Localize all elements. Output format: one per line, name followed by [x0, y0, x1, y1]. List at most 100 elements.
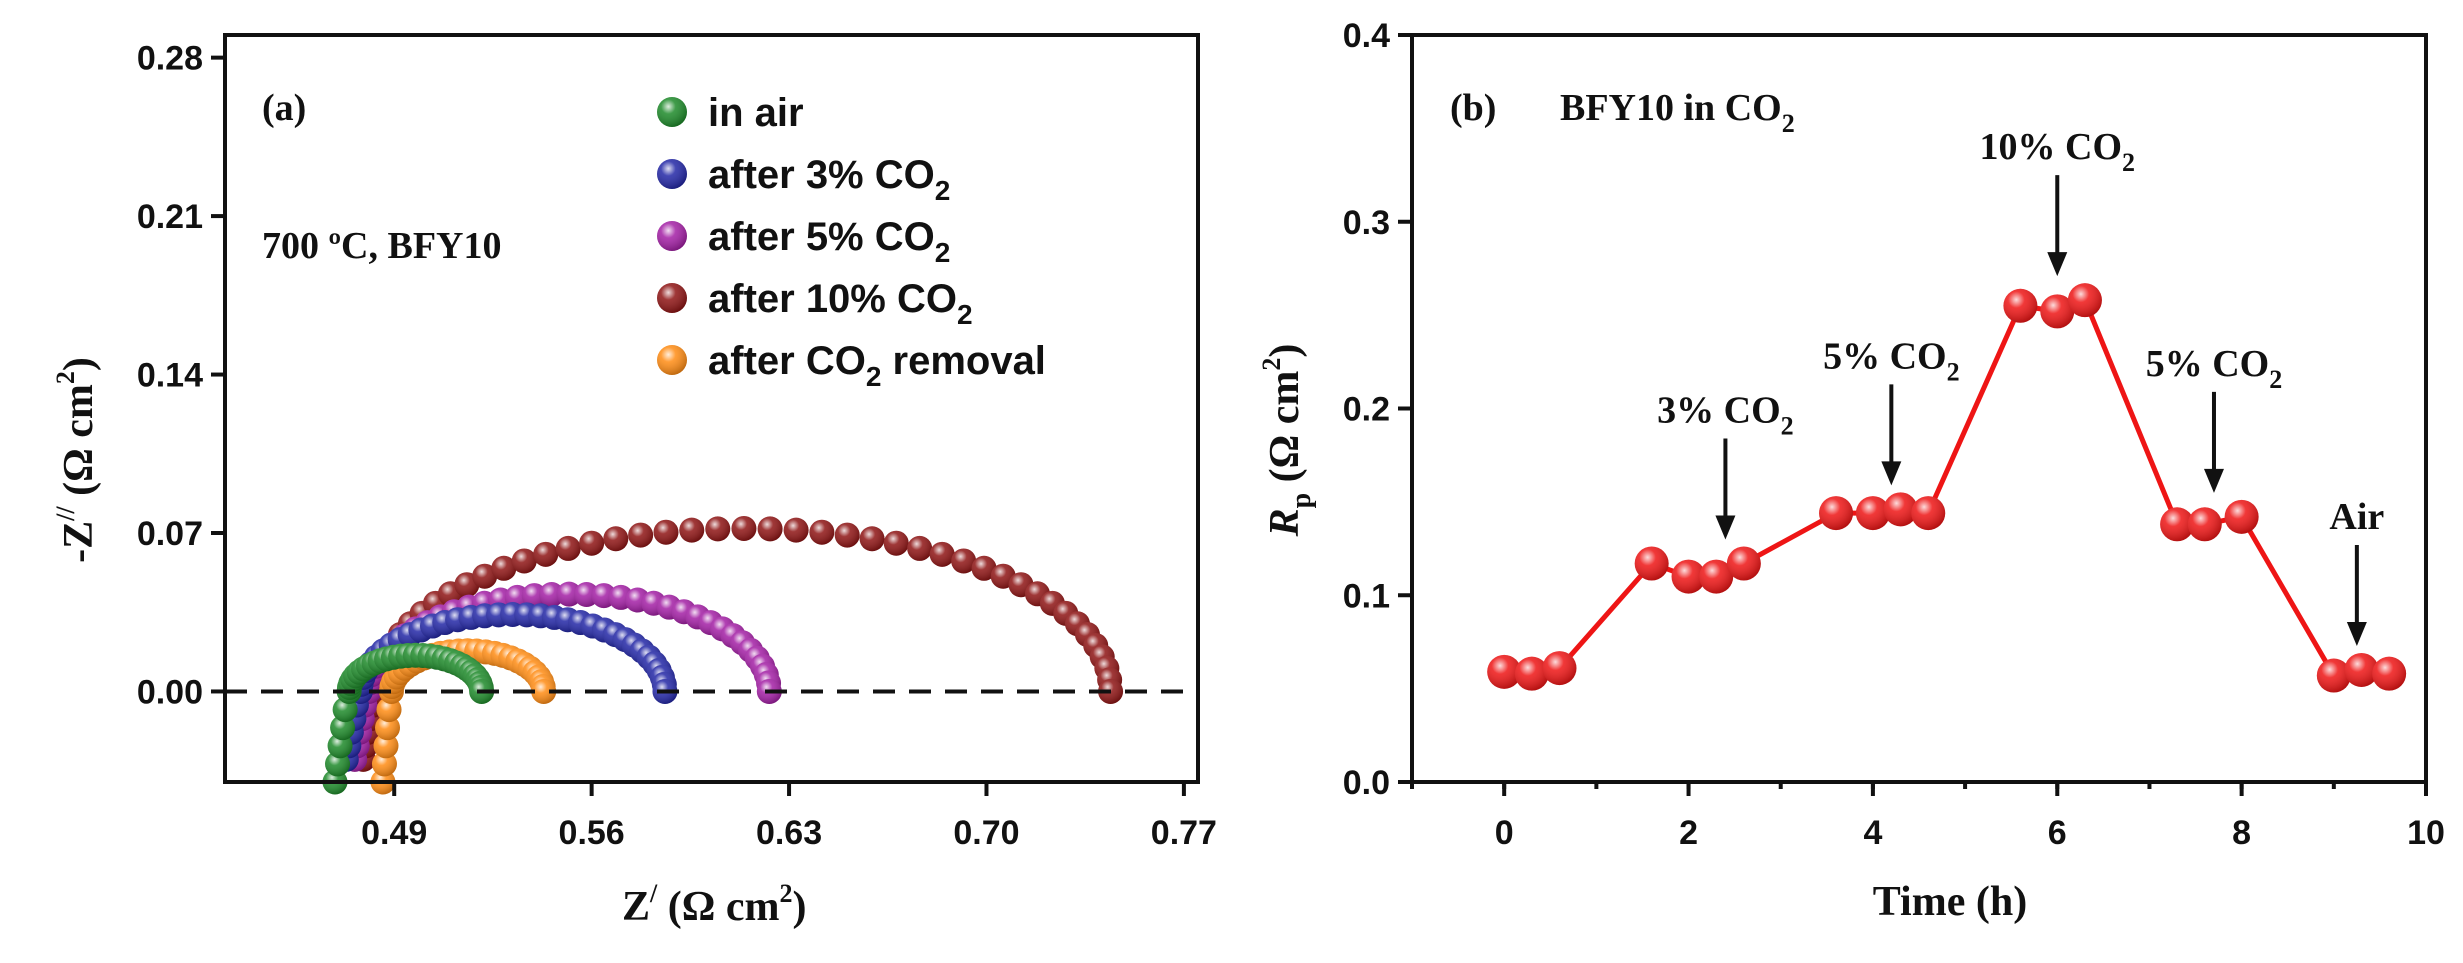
arc-point [929, 541, 955, 567]
condition-label: 700 ºC, BFY10 [262, 225, 502, 267]
legend-label: after 5% CO2 [708, 215, 950, 268]
panel-b-x-axis-title: Time (h) [1873, 879, 2027, 925]
rp-point [2067, 283, 2102, 318]
x-tick-label: 0.56 [559, 814, 625, 852]
legend-label: after 10% CO2 [708, 277, 973, 330]
y-tick-label: 0.0 [1343, 764, 1390, 802]
arc-point [511, 548, 537, 574]
rp-point [1514, 656, 1549, 691]
rp-point [2224, 499, 2259, 534]
annotation-label: 3% CO2 [1657, 390, 1794, 441]
legend-label: in air [708, 91, 804, 135]
y-tick-label: 0.28 [137, 40, 203, 78]
x-tick-label: 4 [1863, 814, 1882, 852]
arc-point [371, 751, 397, 777]
panel-b-y-axis-title: Rp (Ω cm2) [1257, 344, 1317, 538]
y-tick-label: 0.14 [137, 357, 203, 395]
arc-point [731, 515, 757, 541]
annotation-arrow [1881, 384, 1902, 486]
x-tick-label: 0.70 [953, 814, 1019, 852]
x-tick-label: 8 [2232, 814, 2251, 852]
rp-point [2040, 294, 2075, 329]
annotation-arrow [2047, 175, 2068, 277]
rp-point [2344, 652, 2379, 687]
rp-point [2003, 288, 2038, 323]
arc-point [705, 516, 731, 542]
arc-point [907, 535, 933, 561]
y-tick-label: 0.4 [1343, 17, 1390, 55]
y-tick-label: 0.00 [137, 673, 203, 711]
arc-point [533, 541, 559, 567]
panel-a-label: (a) [262, 87, 306, 129]
panel-a-plot-frame [223, 33, 1200, 784]
y-tick-label: 0.3 [1343, 204, 1390, 242]
rp-point [1634, 546, 1669, 581]
annotation-label: 5% CO2 [1823, 335, 1960, 386]
arc-point [809, 519, 835, 545]
annotation-arrow [1715, 438, 1736, 540]
arc-point [579, 530, 605, 556]
legend-label: after 3% CO2 [708, 153, 950, 206]
arc-point [555, 535, 581, 561]
panel-b-x-ticks: 0 2 4 6 8 10 [1410, 782, 2445, 852]
arc-point [375, 715, 401, 741]
arc-point [883, 530, 909, 556]
panel-a-x-ticks: 0.49 0.56 0.63 0.70 0.77 [361, 782, 1217, 852]
rp-series-points [1487, 283, 2407, 693]
rp-point [1855, 496, 1890, 531]
rp-point [1819, 496, 1854, 531]
arc-point [757, 516, 783, 542]
panel-a-y-axis-title: -Z// (Ω cm2) [51, 357, 102, 563]
arc-point [603, 526, 629, 552]
arc-point [531, 678, 557, 704]
x-tick-label: 0 [1495, 814, 1514, 852]
legend-marker [657, 221, 687, 251]
arc-point [472, 563, 498, 589]
arc-point [971, 555, 997, 581]
legend-marker [657, 97, 687, 127]
annotation-label: 10% CO2 [1980, 126, 2136, 177]
legend-label: after CO2 removal [708, 339, 1046, 392]
annotation-label: Air [2329, 496, 2384, 538]
rp-point [1726, 546, 1761, 581]
panel-a-y-ticks: 0.00 0.07 0.14 0.21 0.28 [137, 40, 225, 711]
annotation-arrow [2346, 544, 2367, 646]
arc-point [556, 581, 582, 607]
arc-point [783, 517, 809, 543]
rp-point [1911, 496, 1946, 531]
rp-point [2372, 656, 2407, 691]
rp-point [2160, 507, 2195, 542]
legend-marker [657, 159, 687, 189]
y-tick-label: 0.07 [137, 515, 203, 553]
rp-point [2316, 658, 2351, 693]
rp-point [1883, 492, 1918, 527]
annotation-arrow [2203, 391, 2224, 493]
panel-b-y-ticks: 0.0 0.1 0.2 0.3 0.4 [1343, 17, 1412, 802]
arc-point [653, 519, 679, 545]
legend-marker [657, 283, 687, 313]
arc-point [373, 733, 399, 759]
arc-point [628, 522, 654, 548]
rp-point [1542, 651, 1577, 686]
panel-a-x-axis-title: Z/ (Ω cm2) [622, 879, 807, 930]
arc-point [859, 526, 885, 552]
y-tick-label: 0.2 [1343, 391, 1390, 429]
arc-point [951, 548, 977, 574]
rp-point [2187, 507, 2222, 542]
x-tick-label: 2 [1679, 814, 1698, 852]
rp-point [1487, 654, 1522, 689]
panel-b-title: BFY10 in CO2 [1560, 87, 1795, 138]
rp-point [1699, 559, 1734, 594]
panel-b-label: (b) [1450, 87, 1496, 129]
x-tick-label: 10 [2407, 814, 2445, 852]
rp-point [1671, 559, 1706, 594]
y-tick-label: 0.1 [1343, 577, 1390, 615]
x-tick-label: 6 [2048, 814, 2067, 852]
y-tick-label: 0.21 [137, 198, 203, 236]
x-tick-label: 0.63 [756, 814, 822, 852]
x-tick-label: 0.49 [361, 814, 427, 852]
panel-a-data-marks [322, 515, 1124, 795]
arc-point [679, 517, 705, 543]
x-tick-label: 0.77 [1151, 814, 1217, 852]
